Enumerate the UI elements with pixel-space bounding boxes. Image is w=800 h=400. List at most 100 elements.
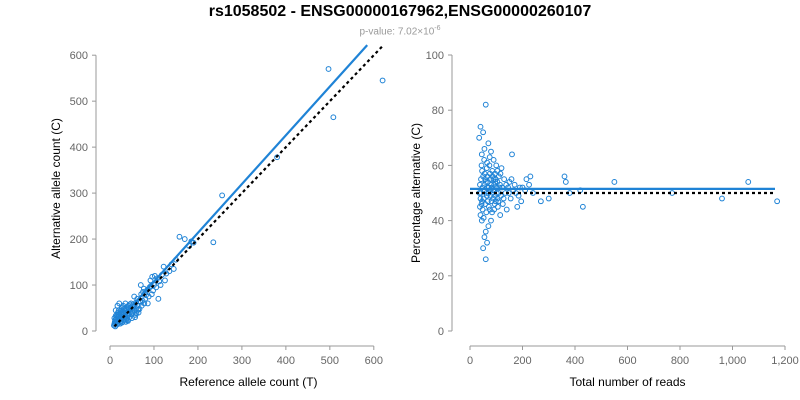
- data-point: [144, 300, 151, 307]
- data-point: [514, 203, 521, 210]
- data-point: [481, 145, 488, 152]
- data-point: [120, 302, 127, 309]
- y-axis-title: Alternative allele count (C): [49, 118, 63, 259]
- data-point: [488, 217, 494, 224]
- data-point: [478, 151, 485, 158]
- data-point: [719, 195, 725, 202]
- data-point: [476, 134, 483, 141]
- data-point: [330, 114, 337, 121]
- data-point: [503, 206, 510, 213]
- data-point: [114, 313, 120, 320]
- x-tick-label: 600: [618, 355, 636, 367]
- data-point: [492, 198, 499, 205]
- data-point: [170, 266, 177, 272]
- data-point: [479, 206, 486, 213]
- left-scatter-plot: 0 100 200 300 400 500 600 0 100 200 300 400 500 600 Re…: [49, 44, 386, 389]
- data-point: [488, 181, 494, 188]
- data-point: [545, 195, 552, 202]
- y-tick-label: 500: [70, 96, 88, 108]
- data-point: [481, 156, 488, 163]
- data-point: [497, 170, 504, 177]
- expected-line: [113, 45, 384, 328]
- x-tick-label: 0: [467, 355, 473, 367]
- data-point: [498, 165, 505, 172]
- data-point: [477, 181, 483, 188]
- data-point: [494, 179, 501, 185]
- data-point: [507, 195, 514, 202]
- data-point: [482, 101, 489, 108]
- y-tick-label: 0: [438, 326, 444, 338]
- data-point: [482, 179, 489, 185]
- data-point: [481, 234, 488, 241]
- data-point: [495, 198, 502, 205]
- data-point: [482, 256, 489, 263]
- data-point: [210, 239, 217, 246]
- y-tick-label: 100: [70, 280, 88, 292]
- data-point: [480, 214, 487, 221]
- data-point: [486, 154, 493, 161]
- x-tick-label: 800: [671, 355, 689, 367]
- data-point: [157, 282, 164, 288]
- y-tick-label: 400: [70, 142, 88, 154]
- y-axis-title: Percentage alternative (C): [409, 123, 423, 263]
- data-point: [484, 239, 490, 246]
- data-point: [485, 223, 492, 230]
- data-point: [579, 203, 586, 210]
- y-tick-label: 0: [82, 326, 88, 338]
- data-point: [562, 179, 569, 185]
- data-point: [561, 173, 568, 180]
- x-axis-title: Reference allele count (T): [179, 375, 317, 389]
- data-point: [379, 77, 386, 84]
- data-point: [501, 176, 508, 183]
- data-point: [132, 314, 138, 321]
- x-tick-label: 400: [566, 355, 584, 367]
- data-point: [477, 212, 484, 218]
- x-axis-title: Total number of reads: [569, 375, 685, 389]
- data-point: [523, 176, 530, 183]
- y-tick-label: 60: [432, 160, 444, 172]
- data-point: [133, 310, 140, 317]
- data-point: [480, 245, 487, 252]
- data-point: [518, 198, 525, 205]
- data-point: [478, 201, 485, 207]
- x-tick-label: 400: [277, 355, 295, 367]
- data-point: [526, 181, 532, 188]
- data-point: [503, 181, 510, 188]
- x-tick-label: 200: [513, 355, 531, 367]
- y-tick-label: 200: [70, 234, 88, 246]
- data-point: [488, 148, 494, 155]
- data-point: [181, 236, 188, 242]
- data-point: [508, 176, 515, 183]
- p-value-exponent: -6: [434, 25, 441, 32]
- y-tick-label: 80: [432, 105, 444, 117]
- y-tick-label: 300: [70, 188, 88, 200]
- data-point: [150, 287, 156, 294]
- data-point: [611, 179, 618, 185]
- data-point: [745, 179, 752, 185]
- p-value-text: p-value: 7.02×10: [359, 26, 435, 38]
- data-point: [500, 195, 507, 202]
- data-point: [477, 195, 484, 202]
- data-point: [487, 176, 494, 183]
- y-tick-label: 100: [426, 50, 444, 62]
- data-point: [487, 170, 493, 177]
- x-tick-label: 200: [189, 355, 207, 367]
- y-tick-label: 600: [70, 50, 88, 62]
- data-point: [774, 198, 781, 205]
- x-tick-label: 0: [107, 355, 113, 367]
- data-point: [480, 173, 487, 180]
- data-point: [537, 198, 544, 205]
- data-point: [147, 277, 154, 284]
- x-tick-label: 500: [321, 355, 339, 367]
- x-tick-label: 1,200: [771, 355, 799, 367]
- data-point: [490, 156, 497, 163]
- chart-subtitle: p-value: 7.02×10-6: [0, 25, 800, 37]
- data-point: [494, 203, 501, 210]
- data-point: [509, 151, 515, 158]
- data-point: [486, 203, 492, 210]
- regression-line: [113, 44, 369, 327]
- data-point: [162, 277, 168, 284]
- data-point: [485, 140, 492, 147]
- data-point: [477, 123, 484, 130]
- data-point: [486, 162, 493, 169]
